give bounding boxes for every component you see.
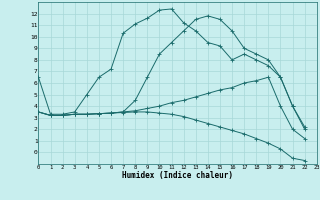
X-axis label: Humidex (Indice chaleur): Humidex (Indice chaleur) <box>122 171 233 180</box>
